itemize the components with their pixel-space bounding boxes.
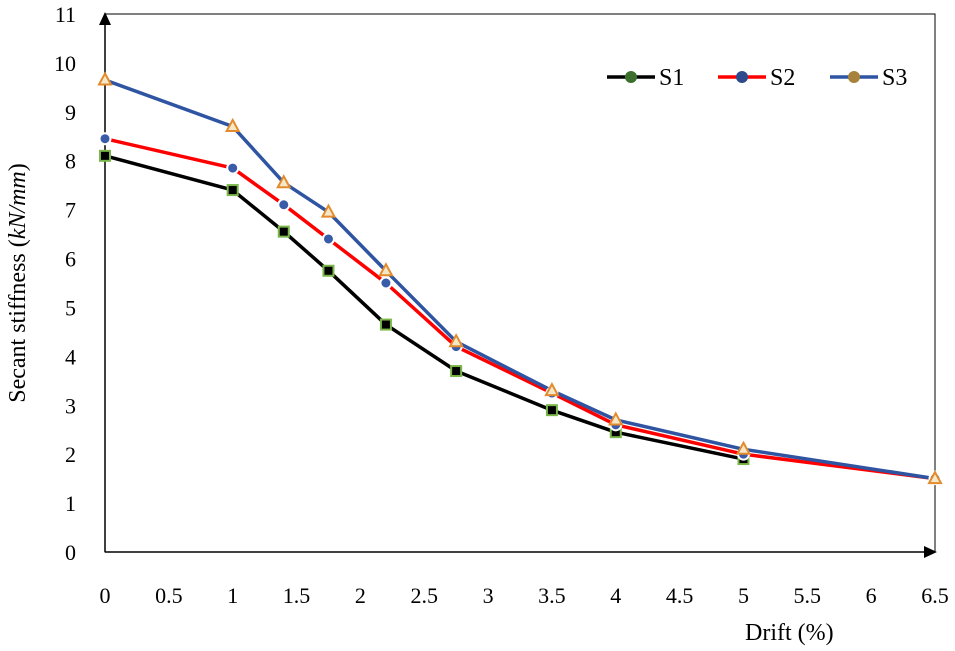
legend-marker-s1 [625, 71, 637, 83]
y-axis-arrow [99, 12, 111, 25]
data-point-s1 [450, 365, 463, 378]
data-point-s1 [322, 264, 335, 277]
data-point-s2 [277, 198, 291, 212]
legend-marker-s3 [848, 71, 860, 83]
x-tick-label: 5.5 [794, 583, 822, 608]
series-lines [103, 78, 937, 481]
y-axis-title-open: ( [5, 239, 31, 247]
x-tick-label: 3.5 [538, 583, 566, 608]
data-point-s2 [98, 132, 112, 146]
legend: S1 S2 S3 [607, 65, 907, 91]
series-line-s3 [103, 78, 937, 481]
x-tick-label: 4 [610, 583, 621, 608]
y-tick-label: 5 [65, 295, 76, 320]
x-tick-label: 6.5 [921, 583, 949, 608]
y-tick-label: 11 [55, 2, 76, 27]
x-tick-label: 4.5 [666, 583, 694, 608]
legend-label-s2: S2 [770, 65, 795, 91]
data-point-s3 [320, 203, 337, 218]
data-point-s1 [99, 149, 111, 162]
series-line-s2 [103, 136, 937, 481]
data-point-s1 [379, 318, 392, 331]
data-point-s3 [608, 411, 624, 426]
data-point-s1 [545, 404, 558, 417]
data-point-s3 [225, 117, 241, 132]
y-tick-label: 4 [65, 344, 76, 369]
y-tick-label: 7 [65, 198, 76, 223]
y-axis-title-close: ) [5, 163, 31, 171]
data-point-s3 [97, 71, 113, 86]
x-tick-label: 2 [355, 583, 366, 608]
y-tick-label: 2 [65, 442, 76, 467]
y-tick-label: 9 [65, 100, 76, 125]
legend-label-s3: S3 [882, 65, 907, 91]
x-tick-label: 6 [866, 583, 877, 608]
data-point-s1 [277, 225, 290, 238]
x-tick-label: 0 [100, 583, 111, 608]
y-tick-label: 1 [65, 491, 76, 516]
legend-label-s1: S1 [659, 65, 684, 91]
data-point-s3 [448, 333, 464, 348]
x-axis-title: Drift (%) [745, 620, 834, 646]
x-tick-label: 2.5 [410, 583, 438, 608]
y-axis-title: Secant stiffness (kN/mm) [5, 163, 31, 403]
y-tick-label: 3 [65, 393, 76, 418]
data-point-s2 [226, 161, 240, 175]
y-tick-label: 6 [65, 247, 76, 272]
y-axis-title-main: Secant stiffness [5, 247, 31, 403]
x-tick-label: 3 [483, 583, 494, 608]
plot-border [104, 13, 936, 553]
plot-frame [99, 12, 937, 558]
data-point-s3 [276, 174, 292, 189]
y-tick-labels: 0 1 2 3 4 5 6 7 8 9 10 11 [54, 2, 76, 565]
x-tick-label: 1 [227, 583, 238, 608]
data-point-s3 [735, 440, 752, 455]
x-axis-arrow [924, 546, 937, 558]
data-point-s3 [378, 262, 394, 277]
data-point-s2 [379, 276, 393, 290]
data-point-s3 [927, 470, 943, 485]
data-point-s3 [544, 382, 560, 397]
y-tick-label: 10 [54, 51, 76, 76]
legend-marker-s2 [736, 71, 748, 83]
x-tick-labels: 0 0.5 1 1.5 2 2.5 3 3.5 4 4.5 5 5.5 6 6.5 [100, 583, 949, 608]
y-tick-label: 0 [65, 540, 76, 565]
x-tick-label: 0.5 [155, 583, 183, 608]
series-markers [97, 71, 943, 486]
data-point-s2 [321, 232, 335, 246]
data-point-s1 [226, 184, 239, 197]
y-tick-label: 8 [65, 149, 76, 174]
x-tick-label: 1.5 [283, 583, 311, 608]
y-axis-title-units: kN/mm [5, 171, 31, 239]
x-tick-label: 5 [738, 583, 749, 608]
